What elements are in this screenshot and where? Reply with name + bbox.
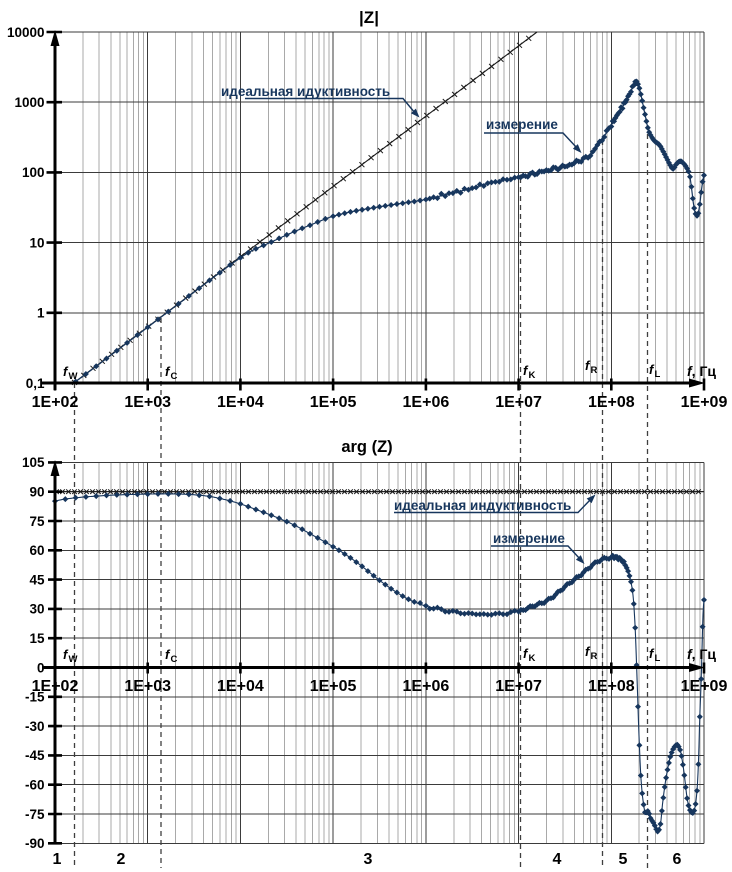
svg-text:f: f xyxy=(63,647,69,662)
svg-text:1E+09: 1E+09 xyxy=(681,678,728,695)
svg-text:30: 30 xyxy=(29,602,44,617)
svg-text:K: K xyxy=(529,370,536,381)
svg-text:1E+05: 1E+05 xyxy=(310,394,357,411)
svg-text:3: 3 xyxy=(364,851,373,868)
svg-text:105: 105 xyxy=(22,455,45,470)
svg-text:L: L xyxy=(655,653,661,664)
svg-text:R: R xyxy=(591,365,598,376)
svg-text:1E+02: 1E+02 xyxy=(32,678,79,695)
svg-text:1E+06: 1E+06 xyxy=(403,394,450,411)
svg-text:идеальная идуктивность: идеальная идуктивность xyxy=(221,84,390,99)
svg-text:1E+06: 1E+06 xyxy=(403,678,450,695)
svg-text:f: f xyxy=(165,364,171,379)
svg-text:f: f xyxy=(165,647,171,662)
svg-text:-60: -60 xyxy=(25,778,45,793)
svg-text:5: 5 xyxy=(619,851,628,868)
svg-text:1E+04: 1E+04 xyxy=(217,678,264,695)
svg-text:6: 6 xyxy=(673,851,682,868)
svg-text:R: R xyxy=(591,651,598,662)
svg-text:f, Гц: f, Гц xyxy=(687,363,716,379)
svg-text:15: 15 xyxy=(29,631,45,646)
svg-text:45: 45 xyxy=(29,572,45,587)
svg-text:-15: -15 xyxy=(25,690,45,705)
svg-text:f: f xyxy=(649,646,655,661)
svg-text:60: 60 xyxy=(29,543,44,558)
svg-text:1E+05: 1E+05 xyxy=(310,678,357,695)
svg-text:W: W xyxy=(69,654,78,665)
svg-text:4: 4 xyxy=(553,851,562,868)
svg-text:C: C xyxy=(171,654,178,665)
svg-text:1E+07: 1E+07 xyxy=(495,678,542,695)
svg-text:75: 75 xyxy=(29,514,45,529)
svg-text:K: K xyxy=(529,653,536,664)
svg-text:1E+08: 1E+08 xyxy=(588,678,635,695)
svg-text:100: 100 xyxy=(22,165,45,180)
svg-text:W: W xyxy=(69,371,78,382)
svg-text:f: f xyxy=(63,364,69,379)
svg-text:-75: -75 xyxy=(25,807,45,822)
svg-text:2: 2 xyxy=(117,851,126,868)
svg-text:1: 1 xyxy=(37,306,45,321)
svg-text:1E+08: 1E+08 xyxy=(588,394,635,411)
svg-text:|Z|: |Z| xyxy=(359,8,379,27)
svg-text:1000: 1000 xyxy=(14,95,44,110)
svg-text:f: f xyxy=(585,644,591,659)
svg-text:-30: -30 xyxy=(25,719,45,734)
svg-text:0: 0 xyxy=(37,660,45,675)
svg-text:f: f xyxy=(649,362,655,377)
svg-text:измерение: измерение xyxy=(493,531,565,546)
svg-text:f, Гц: f, Гц xyxy=(687,646,716,662)
svg-text:1E+03: 1E+03 xyxy=(124,678,171,695)
svg-text:C: C xyxy=(171,371,178,382)
svg-text:1E+03: 1E+03 xyxy=(124,394,171,411)
svg-text:1E+04: 1E+04 xyxy=(217,394,264,411)
svg-text:-45: -45 xyxy=(25,748,45,763)
svg-text:10: 10 xyxy=(29,235,44,250)
svg-text:1: 1 xyxy=(53,851,62,868)
svg-text:f: f xyxy=(523,363,529,378)
svg-text:f: f xyxy=(585,358,591,373)
svg-text:измерение: измерение xyxy=(486,117,558,132)
svg-text:1E+07: 1E+07 xyxy=(495,394,542,411)
svg-text:arg (Z): arg (Z) xyxy=(341,438,392,456)
svg-text:10000: 10000 xyxy=(7,25,45,40)
svg-text:0,1: 0,1 xyxy=(26,376,45,391)
svg-text:L: L xyxy=(655,369,661,380)
svg-text:1E+02: 1E+02 xyxy=(32,394,79,411)
svg-text:f: f xyxy=(523,646,529,661)
svg-text:90: 90 xyxy=(29,485,44,500)
svg-text:1E+09: 1E+09 xyxy=(681,394,728,411)
svg-text:-90: -90 xyxy=(25,836,45,851)
svg-text:идеальная индуктивность: идеальная индуктивность xyxy=(394,498,571,513)
